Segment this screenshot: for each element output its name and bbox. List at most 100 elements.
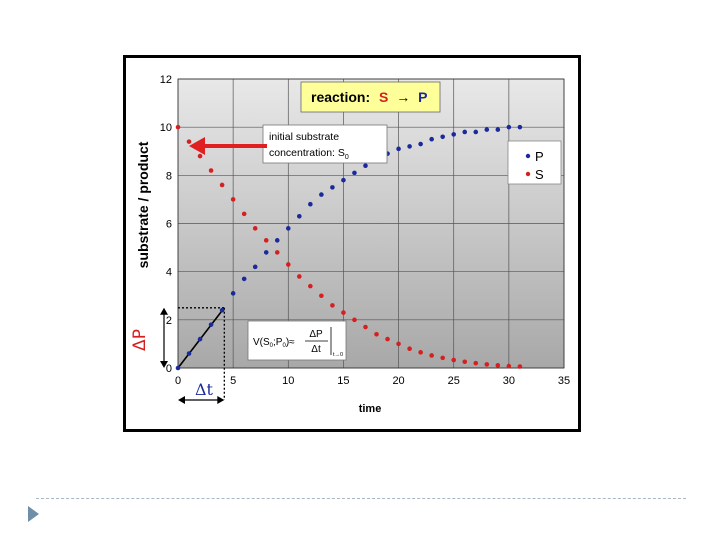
data-point-s: [462, 359, 468, 365]
plot-border: [177, 78, 565, 369]
data-point-s: [363, 324, 368, 330]
x-tick-label: 0: [175, 375, 181, 387]
data-point-p: [230, 291, 236, 296]
y-axis-label: substrate / product: [135, 141, 151, 268]
velocity-mid: ;P: [273, 337, 283, 348]
data-point-p: [517, 124, 523, 130]
initial-substrate-box: [262, 124, 388, 164]
data-point-p: [308, 201, 313, 207]
data-point-s: [274, 250, 280, 255]
data-point-p: [297, 213, 302, 219]
data-point-p: [241, 276, 247, 282]
y-tick-label: 2: [166, 315, 172, 327]
data-point-p: [495, 127, 501, 132]
bullet-triangle-icon: [28, 506, 39, 522]
data-point-p: [429, 136, 434, 142]
series-points: [175, 124, 523, 371]
x-tick-label: 10: [282, 375, 294, 387]
data-point-s: [484, 362, 490, 367]
velocity-approx: )≈: [286, 337, 295, 348]
reaction-text: reaction: S → P: [311, 89, 427, 105]
delta-p-arrowhead-top: [160, 307, 168, 315]
red-arrow-head: [189, 137, 205, 155]
x-axis-label: time: [359, 403, 382, 415]
legend-label-p: P: [535, 149, 544, 164]
data-point-p: [407, 144, 412, 149]
data-point-s: [341, 310, 346, 315]
velocity-eval: t→0: [333, 352, 343, 358]
data-point-s: [517, 364, 523, 369]
axis-ticks: 0 5 10 15 20 25 30 35 0 2 4 6 8 10 12: [160, 74, 570, 387]
delta-t-arrowhead-right: [217, 396, 225, 404]
legend-label-s: S: [535, 167, 544, 182]
y-tick-label: 6: [166, 219, 172, 231]
x-tick-label: 5: [230, 375, 236, 387]
data-point-p: [330, 185, 335, 190]
data-point-p: [418, 141, 423, 147]
data-point-p: [440, 134, 445, 140]
data-point-s: [197, 153, 203, 159]
data-point-s: [429, 353, 434, 358]
data-point-p: [484, 127, 490, 132]
data-point-p: [462, 129, 468, 135]
velocity-lhs: V(S0;P0)≈: [253, 337, 295, 349]
data-point-s: [407, 346, 412, 352]
data-point-p: [473, 129, 479, 135]
data-point-p: [274, 238, 280, 243]
y-tick-label: 4: [166, 267, 172, 279]
velocity-sub1: 0: [270, 343, 274, 349]
reaction-p: P: [418, 89, 427, 105]
data-point-p: [208, 322, 214, 327]
initial-substrate-line1: initial substrate: [269, 131, 339, 143]
data-point-s: [308, 283, 313, 289]
x-tick-label: 30: [503, 375, 515, 387]
data-point-s: [473, 360, 479, 366]
delta-t-label: Δt: [195, 380, 214, 399]
reaction-chart: 0 5 10 15 20 25 30 35 0 2 4 6 8 10 12 time substrate /…: [130, 74, 570, 415]
x-tick-label: 25: [448, 375, 460, 387]
velocity-formula-box: [247, 320, 347, 361]
data-point-s: [186, 139, 192, 144]
legend-marker-s: [525, 171, 531, 177]
x-tick-label: 35: [558, 375, 570, 387]
y-tick-label: 10: [160, 122, 172, 134]
data-point-p: [363, 163, 368, 168]
data-point-s: [352, 317, 357, 323]
data-point-s: [451, 357, 457, 363]
initial-substrate-text: concentration: S: [269, 147, 345, 159]
data-point-s: [285, 262, 291, 267]
data-point-s: [252, 226, 258, 231]
initial-substrate-line2: concentration: S0: [269, 147, 349, 161]
data-point-s: [495, 363, 501, 368]
data-point-p: [285, 226, 291, 231]
delta-t-arrowhead-left: [178, 396, 185, 404]
data-point-p: [396, 146, 401, 152]
data-point-s: [374, 331, 379, 337]
y-tick-label: 8: [166, 170, 172, 182]
delta-p-arrowhead-bottom: [160, 361, 168, 368]
data-point-s: [175, 124, 181, 130]
data-point-s: [241, 211, 247, 217]
data-point-s: [396, 341, 401, 347]
reaction-label: reaction:: [311, 89, 370, 105]
y-tick-label: 0: [166, 363, 172, 375]
data-point-p: [197, 336, 203, 342]
data-point-p: [506, 124, 512, 130]
initial-substrate-sub: 0: [345, 154, 349, 161]
data-point-p: [352, 170, 357, 176]
velocity-numerator: ΔP: [309, 329, 323, 340]
slide-divider: [36, 498, 686, 499]
data-point-p: [219, 307, 225, 313]
reaction-s: S: [379, 89, 388, 105]
data-point-s: [319, 293, 324, 299]
reaction-box: [300, 81, 441, 113]
reaction-arrow: →: [396, 89, 410, 105]
data-point-p: [451, 132, 457, 137]
velocity-sub2: 0: [282, 343, 286, 349]
y-tick-label: 12: [160, 74, 172, 86]
delta-p-label: ΔP: [130, 329, 150, 351]
data-point-p: [319, 192, 324, 197]
velocity-denominator: Δt: [311, 344, 321, 355]
data-point-p: [341, 177, 346, 183]
